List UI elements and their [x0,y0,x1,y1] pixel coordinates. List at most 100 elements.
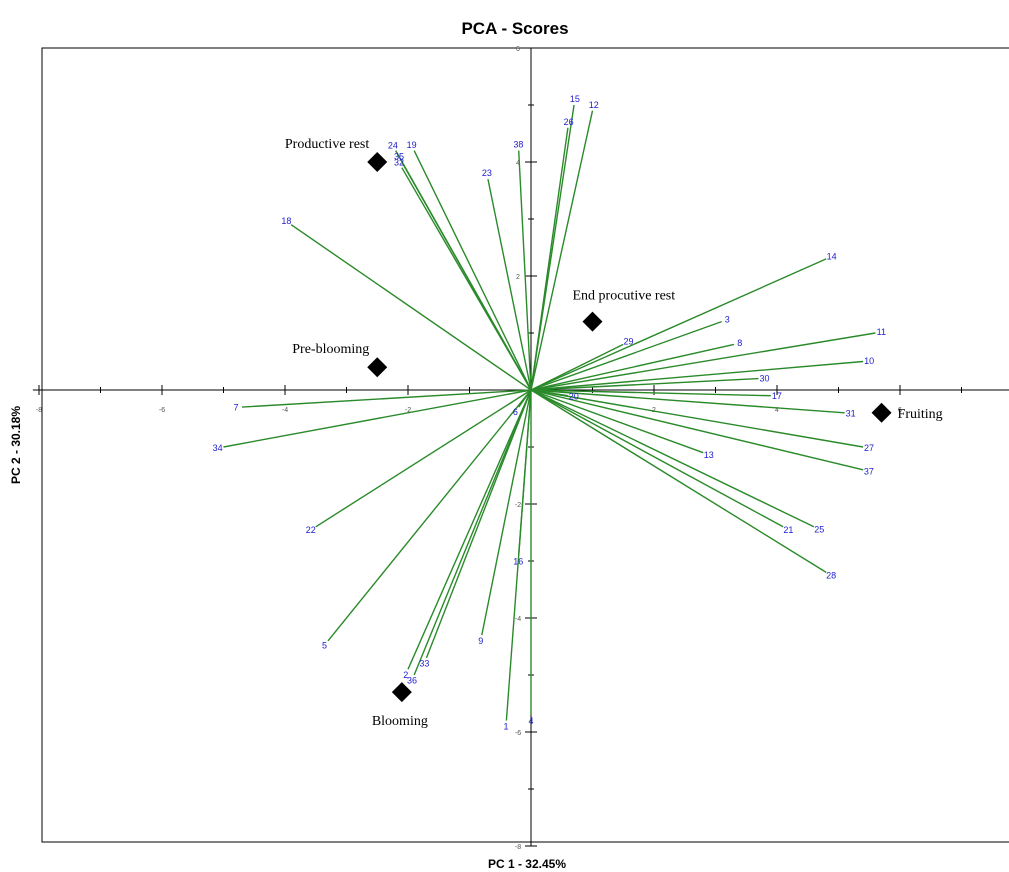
loading-label-33: 33 [419,659,429,669]
loading-label-13: 13 [704,450,714,460]
loading-label-12: 12 [589,100,599,110]
x-axis-label: PC 1 - 32.45% [488,857,566,871]
loading-label-11: 11 [877,327,886,337]
loading-vector-22 [315,389,532,528]
loading-vector-12 [530,110,594,391]
loading-vector-16 [518,389,532,556]
loading-label-17: 17 [772,391,782,401]
group-markers: Productive rest End procutive rest Pre-blo… [285,137,943,729]
loading-vector-11 [530,332,876,391]
loading-vector-7 [241,389,532,408]
y-tick-label: 6 [516,46,520,53]
loading-vector-2 [407,389,532,670]
loading-label-30: 30 [760,373,770,383]
loading-label-2: 2 [403,670,408,680]
loading-vector-35 [401,161,532,391]
loading-label-5: 5 [322,641,327,651]
loading-label-10: 10 [864,356,874,366]
group-label-3: Fruiting [898,407,943,422]
loading-label-14: 14 [827,251,837,261]
loading-label-24: 24 [388,140,398,150]
loading-vector-10 [530,360,864,391]
group-marker-1 [582,311,603,332]
loading-vector-21 [530,389,784,528]
loading-label-18: 18 [281,216,291,226]
loading-label-27: 27 [864,443,874,453]
loading-vector-26 [530,127,569,391]
loading-label-23: 23 [482,168,492,178]
loading-vector-28 [530,389,827,573]
loading-vector-37 [530,389,864,471]
loading-vector-38 [518,150,532,391]
x-tick-label: 6 [898,407,902,414]
y-tick-label: 2 [516,274,520,281]
loading-vector-18 [290,224,532,391]
loading-vector-3 [530,320,722,391]
x-tick-label: -4 [282,407,288,414]
loading-label-31: 31 [846,408,856,418]
group-marker-2 [367,357,388,378]
loading-vector-17 [530,389,771,397]
loading-vector-33 [425,389,532,659]
loading-label-6: 6 [513,407,518,417]
loading-label-29: 29 [624,337,634,347]
loading-vector-36 [413,389,532,676]
loading-vector-27 [530,389,864,448]
loading-vector-6 [518,389,532,408]
loading-label-22: 22 [306,525,316,535]
loading-label-32: 32 [394,157,404,167]
loading-vector-30 [530,377,759,391]
x-tick-label: -6 [159,407,165,414]
loading-label-16: 16 [513,556,523,566]
loading-label-26: 26 [564,117,574,127]
loading-vector-25 [530,389,815,528]
loading-label-3: 3 [725,314,730,324]
x-tick-label: 4 [775,407,779,414]
loading-label-7: 7 [233,402,238,412]
loading-label-36: 36 [407,676,417,686]
group-marker-3 [871,402,892,423]
loading-label-20: 20 [569,392,579,402]
y-axis-ticks: -8 -6 -4 -2 2 4 6 [515,46,537,851]
loading-label-4: 4 [528,716,533,726]
loading-label-37: 37 [864,466,874,476]
group-marker-0 [367,152,388,172]
loading-vector-19 [413,150,532,391]
y-tick-label: -8 [515,844,521,851]
y-tick-label: -2 [515,502,521,509]
loading-vector-5 [327,389,532,642]
loading-vector-29 [530,343,624,391]
group-label-1: End procutive rest [573,289,676,304]
loading-labels: 1234567891011121314151617181920212223242… [213,94,886,732]
group-label-4: Blooming [372,714,428,729]
loading-label-28: 28 [826,571,836,581]
loading-vector-34 [223,389,532,448]
y-tick-label: 4 [516,160,520,167]
y-tick-label: -4 [515,616,521,623]
loading-label-38: 38 [513,140,523,150]
loading-label-34: 34 [213,443,223,453]
y-tick-label: -6 [515,730,521,737]
group-label-2: Pre-blooming [292,342,369,357]
loading-vector-14 [530,258,827,391]
y-axis-label: PC 2 - 30.18% [9,406,23,484]
loading-label-8: 8 [737,338,742,348]
loading-label-21: 21 [783,525,793,535]
chart-title: PCA - Scores [461,19,568,38]
group-label-0: Productive rest [285,137,369,152]
loading-vector-8 [530,343,735,391]
group-marker-4 [391,682,412,703]
loading-label-1: 1 [503,722,508,732]
loading-vector-23 [487,178,532,391]
loading-vector-31 [530,389,845,414]
loading-vectors [223,104,876,721]
x-tick-label: -8 [36,407,42,414]
loading-vector-9 [481,389,532,636]
loading-label-35: 35 [394,152,404,162]
loading-label-25: 25 [814,525,824,535]
loading-vector-13 [530,389,704,454]
loading-label-9: 9 [478,636,483,646]
loading-label-15: 15 [570,94,580,104]
